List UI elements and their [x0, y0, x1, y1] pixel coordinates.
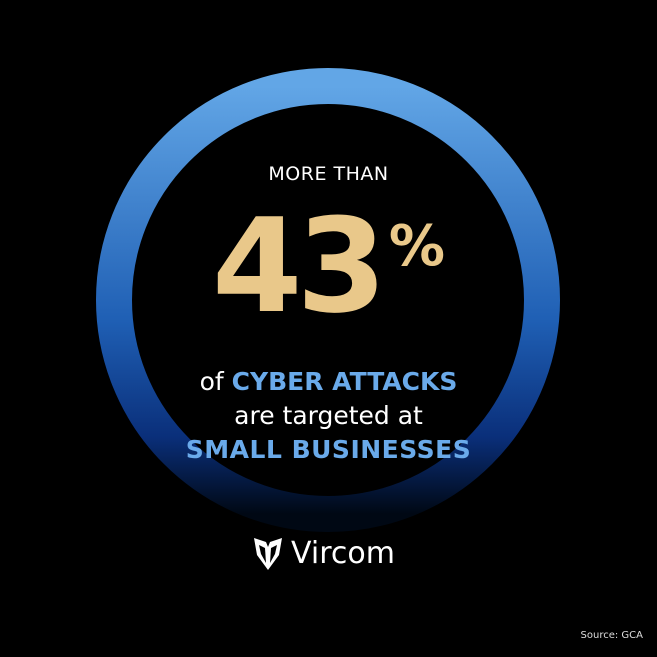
brand-name: Vircom	[291, 536, 395, 571]
stat-number: 43	[211, 190, 387, 342]
headline-prefix: MORE THAN	[268, 163, 389, 185]
blue-ring	[96, 68, 560, 532]
vircom-logo: Vircom	[253, 536, 395, 572]
line1-prefix: of	[199, 367, 232, 396]
stat-unit: %	[388, 214, 446, 279]
headline-stat: 43%	[0, 190, 657, 342]
vircom-shield-logo-icon	[254, 538, 282, 570]
small-businesses-highlight: SMALL BUSINESSES	[185, 435, 472, 464]
body-line-1: of CYBER ATTACKS	[0, 367, 657, 397]
source-credit: Source: GCA	[580, 630, 643, 641]
body-line-2: are targeted at	[234, 401, 423, 430]
cyber-attacks-highlight: CYBER ATTACKS	[231, 367, 458, 396]
